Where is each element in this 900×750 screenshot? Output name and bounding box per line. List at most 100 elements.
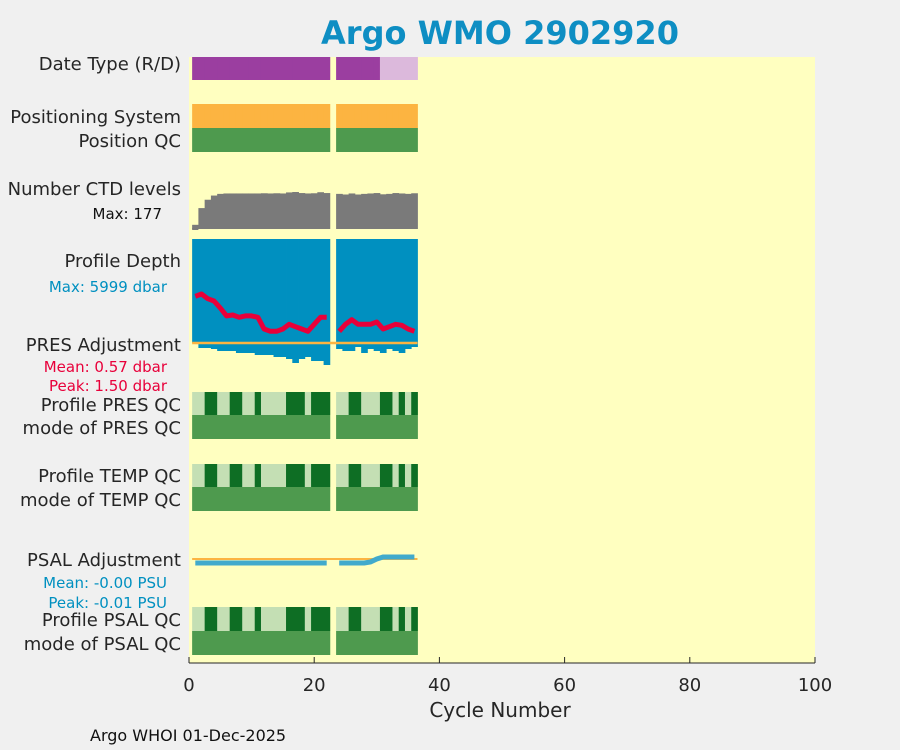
- depth-bar-36: [411, 239, 418, 343]
- temp-mode-qc-cell-25: [342, 487, 350, 511]
- psal-profile-qc-cell-7: [229, 607, 237, 631]
- x-tick-label-80: 80: [678, 675, 701, 696]
- positioning-system-cell-19: [304, 104, 312, 128]
- position-qc-cell-17: [292, 128, 299, 152]
- temp-mode-qc-cell-5: [217, 487, 224, 511]
- depth-bar-16: [286, 239, 293, 343]
- date-type-cell-30: [373, 57, 381, 80]
- pres-profile-qc-cell-35: [404, 392, 412, 415]
- date-type-cell-22: [323, 57, 331, 80]
- psal-mode-qc-cell-26: [348, 631, 356, 655]
- psal-profile-qc-cell-25: [342, 607, 350, 631]
- depth-bar-25: [342, 239, 350, 343]
- pres-profile-qc-cell-10: [248, 392, 256, 415]
- depth-tail-21: [317, 343, 324, 361]
- depth-tail-28: [361, 343, 368, 353]
- depth-tail-5: [217, 343, 224, 351]
- pres-profile-qc-cell-11: [254, 392, 262, 415]
- positioning-system-cell-32: [386, 104, 393, 128]
- depth-bar-9: [242, 239, 249, 343]
- pres-mode-qc-cell-7: [229, 415, 237, 439]
- pres-profile-qc-cell-5: [217, 392, 224, 415]
- pres-mode-qc-cell-32: [386, 415, 393, 439]
- position-qc-cell-33: [392, 128, 400, 152]
- temp-profile-qc-cell-30: [373, 464, 381, 487]
- depth-tail-17: [292, 343, 299, 363]
- positioning-system-cell-18: [298, 104, 306, 128]
- ctd-bar-26: [348, 193, 356, 229]
- position-qc-cell-7: [229, 128, 237, 152]
- temp-mode-qc-cell-17: [292, 487, 299, 511]
- depth-tail-11: [254, 343, 262, 355]
- x-tick-label-0: 0: [183, 675, 194, 696]
- psal-profile-qc-cell-6: [223, 607, 231, 631]
- pres-profile-qc-cell-13: [267, 392, 274, 415]
- label-pres-adjustment: PRES Adjustment: [26, 335, 181, 356]
- pres-mode-qc-cell-3: [204, 415, 212, 439]
- ctd-bar-13: [267, 193, 274, 229]
- temp-profile-qc-cell-29: [367, 464, 375, 487]
- ctd-bar-21: [317, 192, 324, 229]
- ctd-bar-6: [223, 193, 231, 229]
- psal-profile-qc-cell-10: [248, 607, 256, 631]
- pres-profile-qc-cell-2: [198, 392, 206, 415]
- positioning-system-cell-29: [367, 104, 375, 128]
- stat-ctd-max: Max: 177: [93, 205, 162, 223]
- ctd-bar-25: [342, 194, 350, 229]
- depth-bar-15: [279, 239, 287, 343]
- pres-mode-qc-cell-24: [336, 415, 343, 439]
- pres-mode-qc-cell-8: [235, 415, 243, 439]
- positioning-system-cell-17: [292, 104, 299, 128]
- pres-profile-qc-cell-16: [286, 392, 293, 415]
- depth-tail-12: [260, 343, 268, 355]
- position-qc-cell-1: [192, 128, 199, 152]
- depth-bar-35: [404, 239, 412, 343]
- pres-profile-qc-cell-9: [242, 392, 249, 415]
- psal-mode-qc-cell-12: [260, 631, 268, 655]
- date-type-cell-4: [210, 57, 218, 80]
- depth-bar-3: [204, 239, 212, 343]
- positioning-system-cell-5: [217, 104, 224, 128]
- date-type-cell-5: [217, 57, 224, 80]
- pres-mode-qc-cell-26: [348, 415, 356, 439]
- positioning-system-cell-4: [210, 104, 218, 128]
- depth-bar-20: [311, 239, 318, 343]
- psal-mode-qc-cell-32: [386, 631, 393, 655]
- pres-mode-qc-cell-15: [279, 415, 287, 439]
- pres-mode-qc-cell-20: [311, 415, 318, 439]
- temp-profile-qc-cell-25: [342, 464, 350, 487]
- psal-mode-qc-cell-28: [361, 631, 368, 655]
- ctd-bar-3: [204, 199, 212, 229]
- ctd-bar-8: [235, 193, 243, 229]
- psal-mode-qc-cell-14: [273, 631, 281, 655]
- depth-tail-3: [204, 343, 212, 348]
- date-type-cell-12: [260, 57, 268, 80]
- positioning-system-cell-22: [323, 104, 331, 128]
- ctd-bar-4: [210, 195, 218, 229]
- pres-mode-qc-cell-31: [379, 415, 387, 439]
- positioning-system-cell-16: [286, 104, 293, 128]
- position-qc-cell-24: [336, 128, 343, 152]
- ctd-bar-18: [298, 193, 306, 229]
- temp-mode-qc-cell-33: [392, 487, 400, 511]
- depth-bar-22: [323, 239, 331, 343]
- position-qc-cell-21: [317, 128, 324, 152]
- date-type-cell-1: [192, 57, 199, 80]
- label-profile-temp-qc: Profile TEMP QC: [38, 466, 181, 487]
- depth-tail-16: [286, 343, 293, 359]
- temp-mode-qc-cell-8: [235, 487, 243, 511]
- psal-profile-qc-cell-28: [361, 607, 368, 631]
- date-type-cell-7: [229, 57, 237, 80]
- label-psal-adjustment: PSAL Adjustment: [27, 550, 181, 571]
- position-qc-cell-3: [204, 128, 212, 152]
- psal-mode-qc-cell-7: [229, 631, 237, 655]
- psal-mode-qc-cell-15: [279, 631, 287, 655]
- ctd-bar-17: [292, 192, 299, 229]
- pres-profile-qc-cell-27: [354, 392, 362, 415]
- depth-tail-10: [248, 343, 256, 353]
- depth-tail-30: [373, 343, 381, 351]
- pres-mode-qc-cell-16: [286, 415, 293, 439]
- psal-mode-qc-cell-3: [204, 631, 212, 655]
- psal-mode-qc-cell-6: [223, 631, 231, 655]
- temp-profile-qc-cell-11: [254, 464, 262, 487]
